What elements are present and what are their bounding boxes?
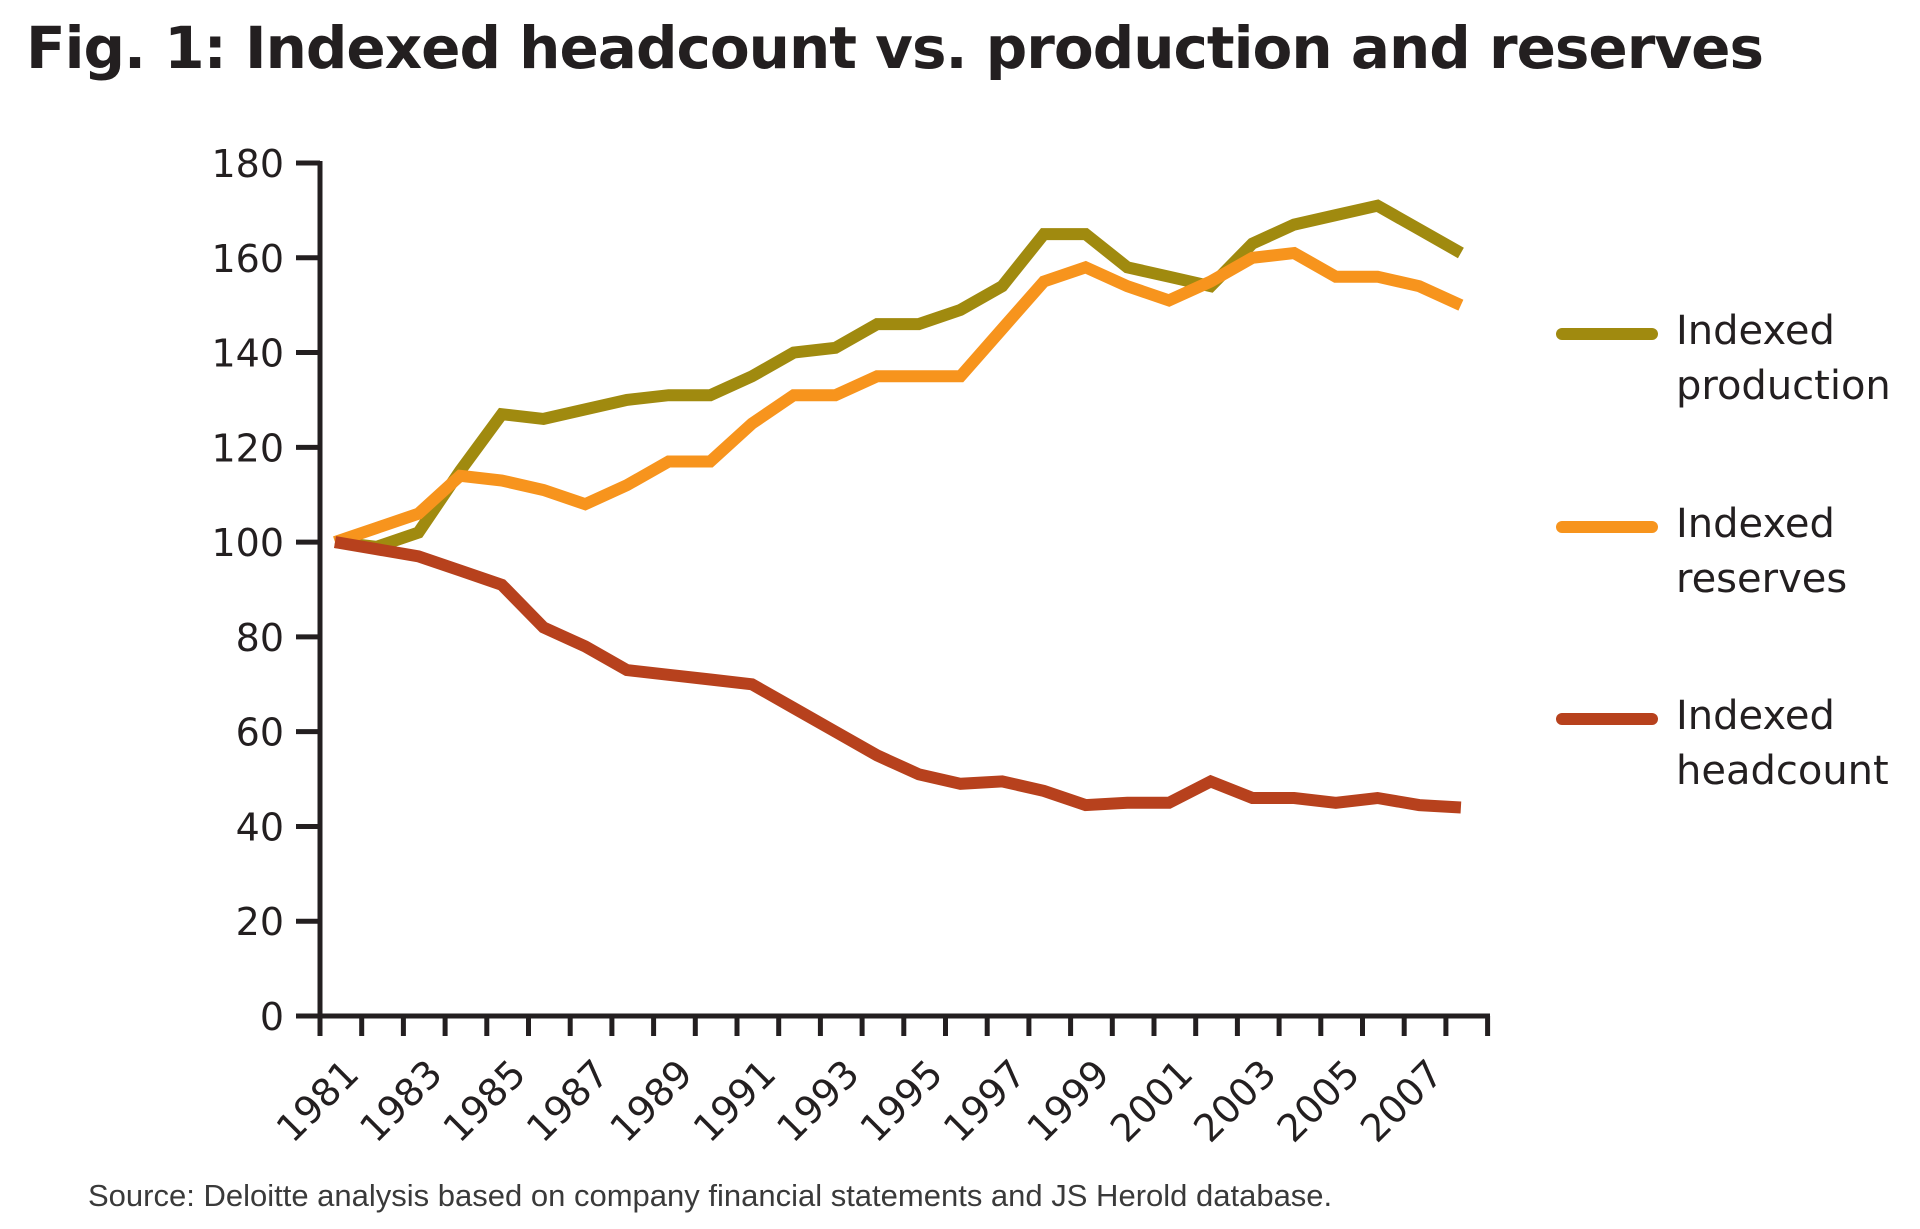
legend-label-indexed-production: production [1676, 363, 1891, 409]
chart-title: Fig. 1: Indexed headcount vs. production… [26, 14, 1764, 82]
y-tick-label: 60 [236, 711, 284, 755]
x-tick-label: 2003 [1185, 1051, 1285, 1151]
legend: Indexed production Indexed reserves Indexed h… [1556, 308, 1891, 794]
x-tick-label: 2007 [1352, 1051, 1452, 1151]
series-lines [333, 199, 1464, 814]
y-tick-label: 140 [211, 332, 284, 376]
source-note: Source: Deloitte analysis based on compa… [88, 1178, 1333, 1213]
y-tick-label: 160 [211, 237, 284, 281]
y-tick-label: 80 [236, 616, 284, 660]
y-tick-label: 40 [236, 805, 284, 849]
series-line-indexed-production [334, 199, 1464, 553]
series-line-indexed-headcount [333, 536, 1462, 814]
x-tick-label: 2005 [1269, 1051, 1369, 1151]
x-tick-label: 1987 [518, 1051, 618, 1151]
legend-label-indexed-headcount: headcount [1676, 748, 1889, 794]
x-tick-label: 1989 [601, 1051, 701, 1151]
x-tick-label: 1983 [351, 1051, 451, 1151]
series-line-indexed-reserves [333, 246, 1464, 548]
x-tick-label: 1993 [768, 1051, 868, 1151]
y-tick-label: 0 [260, 995, 284, 1039]
x-tick-label: 1997 [935, 1051, 1035, 1151]
x-tick-label: 1995 [852, 1051, 952, 1151]
x-tick-label: 1991 [685, 1051, 785, 1151]
y-tick-label: 180 [211, 142, 284, 186]
x-tick-label: 1999 [1018, 1051, 1118, 1151]
y-tick-label: 20 [236, 900, 284, 944]
y-tick-label: 120 [211, 426, 284, 470]
legend-label-indexed-production: Indexed [1676, 308, 1835, 354]
x-tick-label: 1981 [268, 1051, 368, 1151]
y-tick-label: 100 [211, 521, 284, 565]
x-tick-label: 1985 [435, 1051, 535, 1151]
legend-label-indexed-reserves: Indexed [1676, 501, 1835, 547]
legend-label-indexed-headcount: Indexed [1676, 693, 1835, 739]
axes: 0 20 40 60 80 100 120 140 160 180 1981198319851987… [211, 142, 1491, 1151]
x-tick-label: 2001 [1102, 1051, 1202, 1151]
legend-label-indexed-reserves: reserves [1676, 556, 1847, 602]
